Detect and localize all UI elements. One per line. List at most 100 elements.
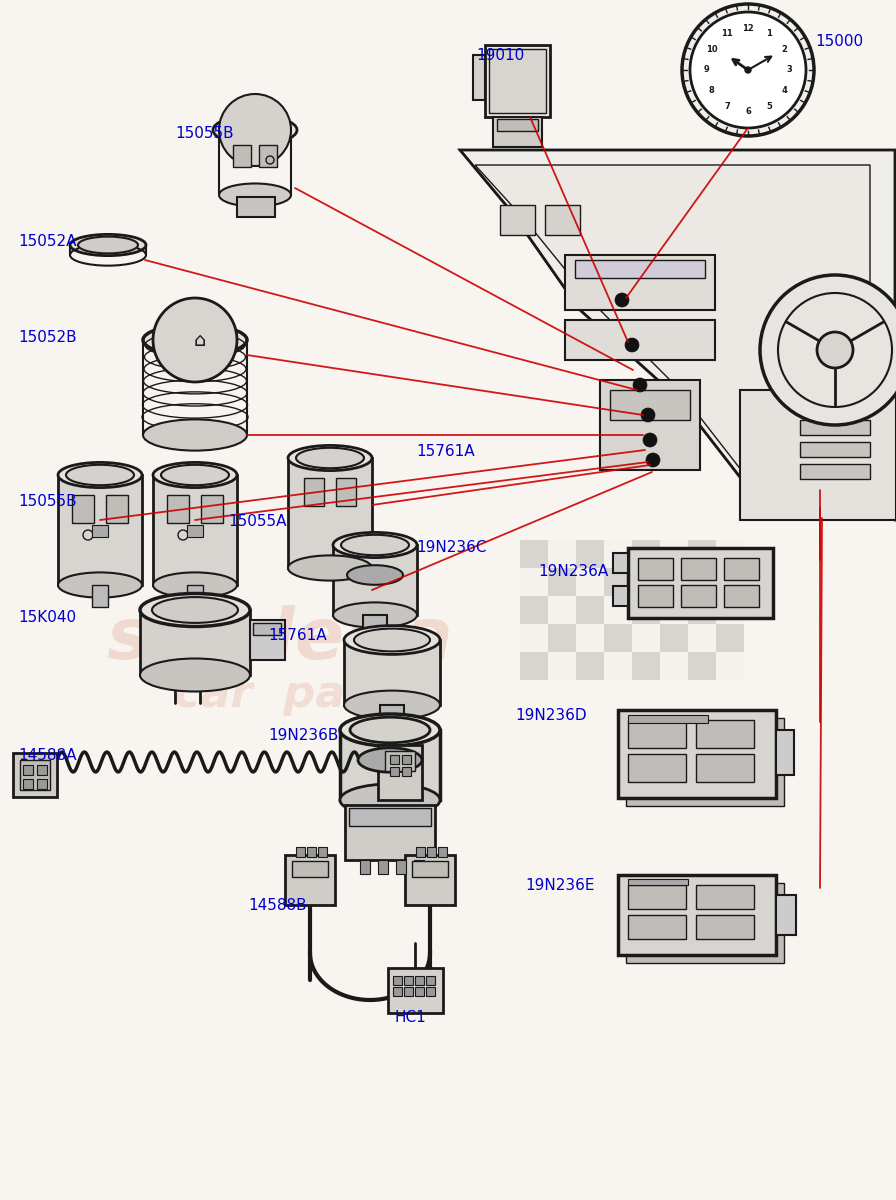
Bar [402, 755, 411, 764]
Text: 15000: 15000 [815, 35, 863, 49]
Bar [776, 730, 794, 775]
Text: scuderia: scuderia [107, 606, 453, 674]
Bar [696, 886, 754, 910]
Ellipse shape [153, 462, 237, 487]
Text: 14588B: 14588B [248, 898, 306, 912]
Bar [600, 380, 700, 470]
Bar [610, 390, 690, 420]
Ellipse shape [143, 419, 247, 450]
Bar [259, 145, 277, 167]
Text: 15055B: 15055B [18, 494, 77, 510]
Bar [626, 883, 784, 962]
Bar [426, 976, 435, 985]
Ellipse shape [219, 184, 291, 206]
Bar [688, 652, 716, 680]
Ellipse shape [340, 784, 440, 816]
Bar [800, 442, 870, 457]
Text: 15K040: 15K040 [18, 611, 76, 625]
Text: 3: 3 [787, 66, 793, 74]
Bar [576, 652, 604, 680]
Bar [520, 540, 548, 568]
Bar [613, 586, 628, 606]
Bar [250, 620, 285, 660]
Bar [318, 847, 327, 857]
Text: 12: 12 [742, 24, 754, 32]
Bar [632, 624, 660, 652]
Text: 9: 9 [703, 66, 709, 74]
Polygon shape [460, 150, 895, 520]
Bar [13, 754, 57, 797]
Bar [489, 49, 546, 113]
Bar [660, 652, 688, 680]
Ellipse shape [340, 714, 440, 746]
Ellipse shape [143, 324, 247, 355]
Bar [414, 860, 424, 874]
Bar [237, 197, 275, 217]
Bar [390, 767, 399, 776]
Text: 4: 4 [781, 86, 787, 95]
Bar [632, 652, 660, 680]
Bar [548, 624, 576, 652]
Bar [415, 976, 424, 985]
Bar [378, 860, 388, 874]
Bar [565, 320, 715, 360]
Bar [106, 494, 128, 523]
Bar [497, 119, 538, 131]
Text: 10: 10 [706, 44, 718, 54]
Bar [92, 584, 108, 607]
Text: 15055B: 15055B [175, 126, 234, 140]
Text: 5: 5 [766, 102, 771, 110]
Bar [390, 755, 399, 764]
Bar [604, 568, 632, 596]
Bar [385, 751, 415, 770]
Bar [233, 145, 251, 167]
Ellipse shape [58, 572, 142, 598]
Bar [438, 847, 447, 857]
Bar [500, 205, 535, 235]
Text: 8: 8 [709, 86, 715, 95]
Bar [23, 766, 33, 775]
Bar [716, 540, 744, 568]
Bar [628, 878, 688, 886]
Bar [37, 779, 47, 790]
Circle shape [625, 338, 639, 352]
Bar [404, 976, 413, 985]
Text: 19N236C: 19N236C [416, 540, 487, 556]
Circle shape [817, 332, 853, 368]
Bar [724, 558, 759, 580]
Circle shape [682, 4, 814, 136]
Bar [548, 540, 576, 568]
Bar [628, 720, 686, 748]
Text: 19010: 19010 [476, 48, 524, 62]
Ellipse shape [344, 690, 440, 719]
Ellipse shape [341, 535, 409, 556]
Bar [58, 475, 142, 584]
Bar [402, 767, 411, 776]
Circle shape [641, 408, 655, 422]
Bar [800, 464, 870, 479]
Text: ⌂: ⌂ [194, 330, 206, 349]
Text: 14588A: 14588A [18, 748, 76, 762]
Bar [349, 808, 431, 826]
Polygon shape [740, 390, 896, 520]
Bar [307, 847, 316, 857]
Circle shape [633, 378, 647, 392]
Bar [427, 847, 436, 857]
Bar [575, 260, 705, 278]
Circle shape [690, 12, 806, 128]
Bar [688, 596, 716, 624]
Bar [412, 862, 448, 877]
Bar [548, 596, 576, 624]
Ellipse shape [153, 572, 237, 598]
Bar [776, 895, 796, 935]
Bar [187, 526, 203, 538]
Circle shape [153, 298, 237, 382]
Ellipse shape [288, 556, 372, 581]
Bar [628, 754, 686, 782]
Bar [660, 624, 688, 652]
Bar [344, 640, 440, 704]
Polygon shape [475, 164, 870, 500]
Bar [628, 914, 686, 938]
Ellipse shape [354, 629, 430, 652]
Ellipse shape [350, 718, 430, 743]
